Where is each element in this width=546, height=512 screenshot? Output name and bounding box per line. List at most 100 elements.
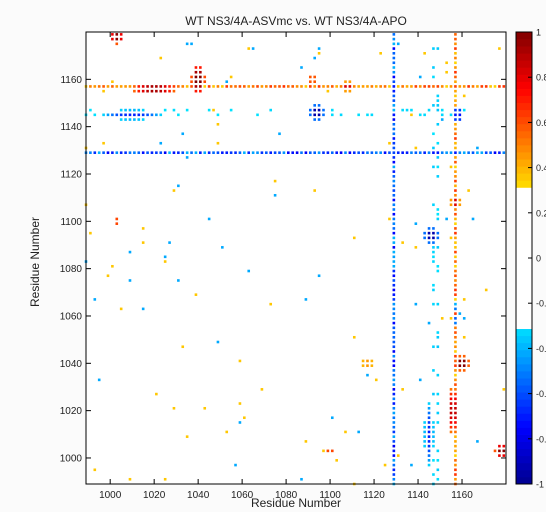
colorbar-swatch [516, 236, 532, 245]
colorbar-swatch [516, 229, 532, 238]
heatmap-cell [454, 222, 457, 225]
heatmap-cell [454, 388, 457, 391]
heatmap-cell [216, 122, 220, 126]
heatmap-cell [115, 222, 119, 225]
heatmap-cell [93, 113, 97, 117]
heatmap-cell [203, 151, 207, 154]
heatmap-cell [454, 350, 457, 353]
heatmap-cell [163, 89, 167, 93]
heatmap-cell [392, 430, 396, 434]
heatmap-cell [392, 274, 396, 278]
colorbar-tick-label: 0 [536, 254, 541, 264]
heatmap-cell [392, 165, 396, 169]
heatmap-cell [150, 89, 154, 93]
heatmap-cell [163, 108, 167, 112]
heatmap-cell [207, 85, 211, 88]
heatmap-cell [243, 85, 246, 88]
heatmap-cell [115, 37, 119, 41]
heatmap-cell [339, 85, 343, 88]
heatmap-cell [392, 473, 396, 476]
heatmap-cell [392, 298, 396, 301]
heatmap-cell [163, 151, 167, 154]
heatmap-cell [454, 449, 457, 453]
heatmap-cells [84, 32, 506, 486]
colorbar-swatch [516, 434, 532, 443]
heatmap-cell [432, 369, 435, 372]
heatmap-cell [185, 85, 189, 88]
colorbar-swatch [516, 342, 532, 351]
heatmap-cell [458, 113, 462, 117]
heatmap-cell [194, 85, 198, 88]
heatmap-cell [163, 85, 167, 88]
heatmap-cell [361, 359, 365, 363]
heatmap-cell [454, 440, 457, 443]
heatmap-cell [440, 118, 444, 121]
heatmap-cell [97, 151, 101, 154]
heatmap-cell [454, 444, 457, 448]
heatmap-cell [392, 250, 396, 254]
heatmap-cell [392, 56, 396, 60]
heatmap-cell [427, 231, 431, 235]
colorbar-tick-label: 0.8 [536, 73, 546, 83]
heatmap-cell [313, 75, 316, 79]
y-tick-label: 1020 [60, 406, 83, 417]
heatmap-cell [462, 364, 466, 367]
heatmap-cell [260, 388, 264, 391]
heatmap-cell [454, 118, 457, 121]
heatmap-cell [155, 85, 158, 88]
heatmap-cell [476, 85, 479, 88]
heatmap-cell [392, 127, 396, 131]
colorbar-swatch [516, 208, 532, 217]
heatmap-cell [432, 435, 435, 438]
heatmap-cell [467, 189, 470, 192]
heatmap-cell [388, 85, 391, 88]
heatmap-cell [493, 151, 497, 154]
heatmap-cell [449, 421, 453, 424]
heatmap-cell [454, 94, 457, 98]
heatmap-cell [185, 435, 189, 438]
colorbar-swatch [516, 413, 532, 421]
heatmap-cell [128, 118, 132, 121]
heatmap-cell [370, 364, 374, 367]
heatmap-cell [449, 397, 453, 401]
heatmap-cell [278, 132, 281, 136]
heatmap-cell [462, 298, 466, 301]
heatmap-cell [392, 184, 396, 188]
colorbar-swatch [516, 371, 532, 379]
heatmap-cell [454, 175, 457, 178]
heatmap-cell [115, 33, 119, 36]
heatmap-cell [454, 373, 457, 377]
colorbar-swatch [516, 399, 532, 407]
heatmap-cell [172, 406, 176, 410]
heatmap-cell [454, 179, 457, 183]
heatmap-cell [427, 454, 431, 457]
heatmap-cell [251, 85, 255, 88]
heatmap-cell [427, 425, 431, 429]
heatmap-cell [128, 250, 132, 254]
heatmap-cell [392, 246, 396, 249]
heatmap-cell [313, 85, 316, 88]
heatmap-cell [454, 231, 457, 235]
heatmap-cell [159, 141, 163, 145]
heatmap-cell [454, 477, 457, 481]
heatmap-cell [199, 85, 202, 88]
heatmap-cell [401, 108, 404, 112]
heatmap-cell [396, 42, 400, 46]
heatmap-cell [454, 411, 457, 415]
heatmap-cell [392, 70, 396, 74]
heatmap-cell [392, 340, 396, 344]
heatmap-cell [458, 369, 462, 372]
heatmap-cell [313, 151, 316, 154]
heatmap-cell [462, 108, 466, 112]
heatmap-cell [432, 203, 435, 207]
heatmap-cell [300, 85, 303, 88]
colorbar-swatch [516, 307, 532, 315]
heatmap-cell [335, 459, 338, 462]
heatmap-cell [392, 302, 396, 306]
colorbar-swatch [516, 335, 532, 344]
heatmap-cell [168, 241, 171, 244]
colorbar-swatch [516, 314, 532, 322]
heatmap-cell [493, 85, 497, 88]
heatmap-cell [339, 113, 343, 117]
heatmap-cell [392, 132, 396, 136]
